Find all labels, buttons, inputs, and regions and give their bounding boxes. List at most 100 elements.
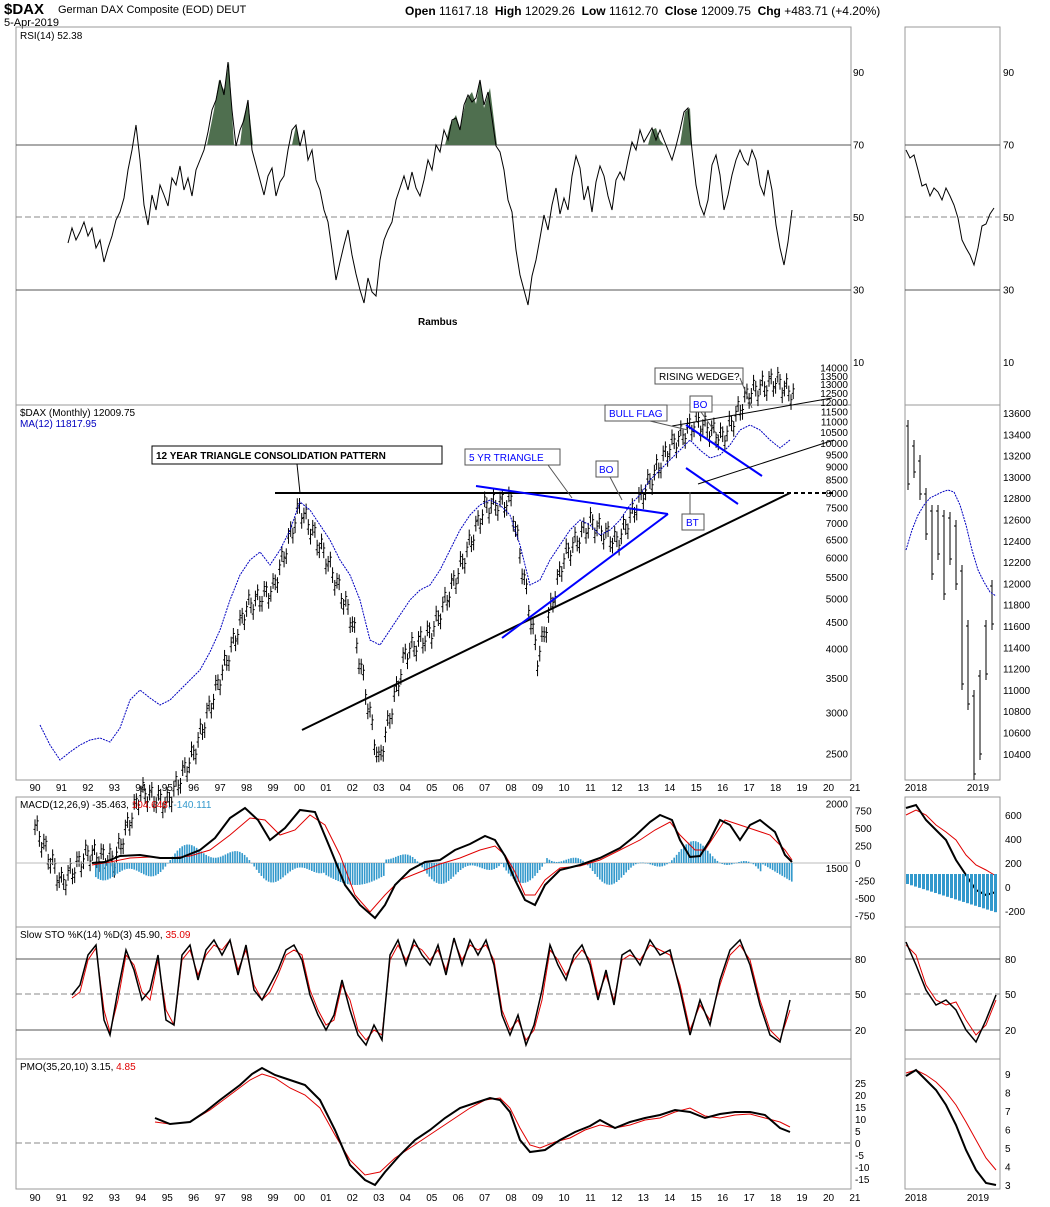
- x-tick-label: 09: [532, 1193, 544, 1204]
- low-label: Low: [581, 4, 606, 18]
- macd-hist-bar: [738, 861, 740, 863]
- macd-zoom-frame: [904, 796, 1001, 928]
- macd-hist-bar: [495, 863, 498, 868]
- macd-hist-bar: [356, 863, 359, 885]
- macd-hist-bar: [380, 863, 383, 878]
- macd-hist-bar: [695, 841, 697, 863]
- macd-hist-bar: [267, 863, 270, 882]
- macd-tick-label: 0: [855, 859, 861, 870]
- macd-zoom-hist-bar: [930, 874, 933, 892]
- pmo-tick-label: 7: [1005, 1107, 1011, 1118]
- macd-hist-bar: [318, 863, 320, 874]
- x-tick-label: 21: [849, 1193, 861, 1204]
- macd-hist-bar: [661, 863, 663, 867]
- macd-tick-label: -500: [855, 894, 875, 905]
- price-label: $DAX (Monthly) 12009.75: [20, 408, 136, 419]
- triangle5-label: 5 YR TRIANGLE: [469, 453, 544, 464]
- macd-hist-bar: [303, 863, 306, 869]
- macd-hist-bar: [229, 852, 231, 863]
- macd-hist-bar: [591, 863, 594, 872]
- price-tick-label: 13000: [820, 380, 848, 391]
- macd-hist-bar: [767, 863, 769, 868]
- pmo-tick-label: 4: [1005, 1163, 1011, 1174]
- macd-hist-bar: [159, 863, 162, 873]
- macd-hist-bar: [126, 863, 128, 869]
- macd-hist-bar: [716, 860, 719, 863]
- x-tick-label: 19: [796, 783, 808, 794]
- price-tick-label: 13500: [820, 372, 848, 383]
- macd-hist-bar: [215, 857, 217, 863]
- macd-zoom-hist-bar: [994, 874, 997, 913]
- macd-zoom-hist-bar: [926, 874, 929, 891]
- macd-hist-bar: [421, 863, 423, 868]
- macd-hist-bar: [277, 863, 279, 881]
- x-tick-label: 03: [373, 1193, 385, 1204]
- macd-hist-bar: [248, 860, 251, 863]
- macd-zoom-hist-bar: [942, 874, 945, 896]
- macd-hist-bar: [135, 863, 138, 871]
- price-tick-label: 8000: [826, 489, 849, 500]
- macd-hist-bar: [450, 863, 452, 879]
- macd-hist-bar: [399, 855, 402, 863]
- macd-hist-bar: [145, 863, 147, 876]
- x-tick-label: 04: [400, 1193, 412, 1204]
- price-tick-label: 6000: [826, 553, 849, 564]
- macd-hist-bar: [455, 863, 457, 875]
- sto-panel-frame: [15, 926, 852, 1060]
- macd-hist-bar: [378, 863, 380, 879]
- macd-hist-bar: [543, 863, 546, 864]
- macd-hist-bar: [114, 863, 116, 876]
- macd-hist-bar: [603, 863, 606, 884]
- macd-hist-bar: [512, 863, 515, 879]
- macd-zoom-hist-bar: [986, 874, 989, 910]
- x-tick-label: 2019: [967, 1193, 990, 1204]
- price-tick-label: 13000: [1003, 473, 1031, 484]
- macd-hist-bar: [635, 863, 637, 865]
- rsi-tick-label: 90: [1003, 68, 1015, 79]
- macd-zoom-hist-bar: [962, 874, 965, 902]
- macd-hist-bar: [757, 863, 759, 869]
- macd-hist-bar: [702, 845, 704, 863]
- macd-hist-bar: [104, 863, 107, 881]
- macd-hist-bar: [452, 863, 455, 877]
- macd-hist-bar: [152, 863, 155, 877]
- price-tick-label: 12800: [1003, 494, 1031, 505]
- macd-hist-bar: [407, 854, 409, 863]
- macd-hist-bar: [721, 863, 723, 864]
- macd-hist-bar: [308, 863, 311, 870]
- macd-hist-bar: [354, 863, 356, 885]
- macd-hist-bar: [697, 842, 699, 863]
- sto-tick-label: 20: [1005, 1026, 1017, 1037]
- x-tick-label: 98: [241, 1193, 253, 1204]
- x-tick-label: 14: [664, 783, 676, 794]
- pmo-tick-label: -10: [855, 1163, 870, 1174]
- macd-hist-bar: [680, 849, 683, 863]
- pmo-line: [154, 1066, 791, 1187]
- macd-hist-bar: [762, 863, 764, 865]
- macd-hist-bar: [447, 863, 450, 881]
- chg-label: Chg: [757, 4, 781, 18]
- price-panel-frame: [15, 404, 852, 781]
- macd-hist-bar: [474, 863, 476, 866]
- macd-hist-bar: [224, 854, 227, 863]
- pmo-tick-label: 5: [855, 1127, 861, 1138]
- x-tick-label: 96: [188, 1193, 200, 1204]
- price-tick-label: 3500: [826, 674, 849, 685]
- macd-hist-bar: [536, 863, 539, 874]
- macd-hist-bar: [313, 863, 315, 872]
- open-label: Open: [405, 4, 436, 18]
- macd-hist-bar: [183, 845, 186, 863]
- ticker-symbol: $DAX: [4, 1, 45, 18]
- macd-hist-bar: [99, 863, 102, 880]
- price-tick-label: 2500: [826, 750, 849, 761]
- macd-hist-bar: [764, 863, 767, 866]
- macd-zoom-hist-bar: [990, 874, 993, 911]
- price-tick-label: 7500: [826, 503, 849, 514]
- x-tick-label: 95: [162, 1193, 174, 1204]
- macd-hist-bar: [275, 863, 277, 882]
- macd-hist-bar: [255, 863, 258, 870]
- macd-zoom-hist-bar: [918, 874, 921, 888]
- macd-hist-bar: [731, 863, 733, 865]
- rsi-zoom-frame: [904, 26, 1001, 406]
- macd-hist-bar: [260, 863, 263, 876]
